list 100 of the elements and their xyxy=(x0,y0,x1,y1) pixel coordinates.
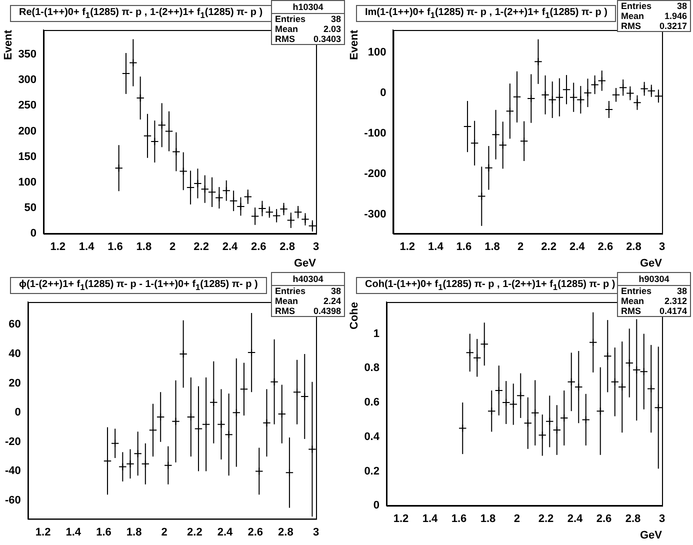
x-tick-label: 1.4 xyxy=(66,526,82,538)
x-axis-title: GeV xyxy=(640,529,663,542)
y-axis-title: Cohe xyxy=(348,302,361,330)
annotation: 0.3403 xyxy=(313,34,341,44)
chart-title: Re(1-(1++)0+ f$_{1}$(1285) π- p , 1-(2++)1+ f$_{1}$(1285) π- p ) xyxy=(10,5,272,22)
x-tick-label: 2.4 xyxy=(217,526,234,538)
x-tick-label: 2.4 xyxy=(567,513,584,526)
y-tick-label: 0 xyxy=(30,228,37,240)
annotation: 0.3217 xyxy=(659,21,687,31)
x-tick-label: 2.6 xyxy=(250,241,266,254)
chart-title: Im(1-(1++)0+ f$_{1}$(1285) π- p , 1-(2++)1+ f$_{1}$(1285) π- p ) xyxy=(356,5,616,22)
x-tick-label: 1.2 xyxy=(50,241,66,254)
y-tick-label: 350 xyxy=(18,48,37,61)
text: 1.946 xyxy=(664,11,687,21)
y-tick-label: 0 xyxy=(373,500,380,512)
y-tick-label: 0.6 xyxy=(364,396,380,409)
y-tick-label: 250 xyxy=(18,100,37,112)
annotation: Mean xyxy=(275,296,298,306)
y-tick-label: -200 xyxy=(364,168,386,180)
x-tick-label: 2.8 xyxy=(626,241,642,254)
x-tick-label: 1.8 xyxy=(136,241,152,254)
x-tick-label: 2.2 xyxy=(538,513,554,526)
x-tick-label: 1.6 xyxy=(456,241,472,254)
text: Entries xyxy=(621,286,652,296)
x-tick-label: 3 xyxy=(312,241,320,254)
text: 38 xyxy=(330,286,341,296)
y-tick-label: -300 xyxy=(364,208,386,221)
x-tick-label: 1.4 xyxy=(422,513,439,526)
text: 38 xyxy=(330,14,341,24)
annotation: Mean xyxy=(275,24,298,34)
x-tick-label: 3 xyxy=(658,241,666,254)
annotation: RMS xyxy=(275,34,295,44)
y-tick-label: 1 xyxy=(373,328,380,340)
x-tick-label: 2.8 xyxy=(278,526,294,538)
x-tick-label: 3 xyxy=(658,513,666,526)
x-tick-label: 2.6 xyxy=(598,241,614,254)
x-axis-title: GeV xyxy=(640,257,663,270)
text: h90304 xyxy=(618,273,690,286)
y-tick-label: -100 xyxy=(364,127,386,140)
x-tick-label: 2 xyxy=(514,513,520,526)
x-tick-label: 2.2 xyxy=(187,526,202,538)
x-tick-label: 1.8 xyxy=(484,241,500,254)
x-tick-label: 2.8 xyxy=(280,241,295,254)
y-tick-label: 200 xyxy=(18,125,37,138)
x-tick-label: 2.6 xyxy=(596,513,612,526)
x-tick-label: 1.2 xyxy=(35,526,51,538)
text: 38 xyxy=(676,1,687,11)
chart-title: ϕ(1-(2++)1+ f$_{1}$(1285) π- p - 1-(1++)0+ f$_{1}$(1285) π- p ) xyxy=(10,277,267,294)
annotation: RMS xyxy=(275,306,295,316)
y-tick-label: -60 xyxy=(4,494,21,507)
y-tick-label: -20 xyxy=(4,436,21,448)
y-tick-label: 300 xyxy=(18,74,37,86)
y-axis-title: Event xyxy=(2,30,15,60)
x-tick-label: 2.2 xyxy=(541,241,556,254)
x-tick-label: 2.6 xyxy=(248,526,263,538)
y-tick-label: 100 xyxy=(368,46,386,58)
x-tick-label: 1.8 xyxy=(480,513,496,526)
y-tick-label: 50 xyxy=(24,202,37,214)
x-tick-label: 1.4 xyxy=(428,241,444,254)
x-tick-label: 1.2 xyxy=(393,513,409,526)
text: Entries xyxy=(275,14,306,24)
x-tick-label: 1.8 xyxy=(126,526,142,538)
x-tick-label: 1.6 xyxy=(108,241,123,254)
y-tick-label: 0.8 xyxy=(364,362,380,374)
y-tick-label: 40 xyxy=(8,348,21,360)
text: Entries xyxy=(621,1,652,11)
y-tick-label: -40 xyxy=(4,465,21,478)
annotation: 0.4398 xyxy=(313,306,341,316)
text: Mean xyxy=(621,11,644,21)
x-tick-label: 1.6 xyxy=(96,526,112,538)
x-tick-label: 2.4 xyxy=(569,241,586,254)
text: h10304 xyxy=(272,1,344,14)
y-tick-label: 0.4 xyxy=(364,430,380,443)
annotation: RMS xyxy=(621,21,641,31)
x-tick-label: 1.4 xyxy=(78,241,96,254)
y-tick-label: 0 xyxy=(380,86,386,99)
x-tick-label: 2.4 xyxy=(222,241,238,254)
x-tick-label: 2.8 xyxy=(625,513,641,526)
text: h40304 xyxy=(272,273,344,286)
x-tick-label: 1.6 xyxy=(451,513,467,526)
y-tick-label: 100 xyxy=(18,176,37,188)
x-tick-label: 1.2 xyxy=(400,241,416,254)
annotation: 0.4174 xyxy=(659,306,687,316)
text: 2.24 xyxy=(323,296,341,306)
chart-title: Coh(1-(1++)0+ f$_{1}$(1285) π- p , 1-(2++)1+ f$_{1}$(1285) π- p ) xyxy=(365,279,616,292)
y-tick-label: 0 xyxy=(14,406,21,419)
x-tick-label: 3 xyxy=(312,526,320,538)
y-tick-label: 60 xyxy=(8,318,21,331)
annotation: Mean xyxy=(621,296,644,306)
y-tick-label: 20 xyxy=(8,377,21,390)
x-tick-label: 2 xyxy=(170,241,176,254)
text: 2.03 xyxy=(323,24,341,34)
y-tick-label: 150 xyxy=(18,150,37,163)
x-tick-label: 2.2 xyxy=(194,241,209,254)
x-axis-title: GeV xyxy=(294,257,317,270)
text: Entries xyxy=(275,286,306,296)
x-tick-label: 2 xyxy=(161,526,168,538)
y-axis-title: Event xyxy=(348,30,361,60)
x-tick-label: 2 xyxy=(517,241,524,254)
annotation: RMS xyxy=(621,306,641,316)
